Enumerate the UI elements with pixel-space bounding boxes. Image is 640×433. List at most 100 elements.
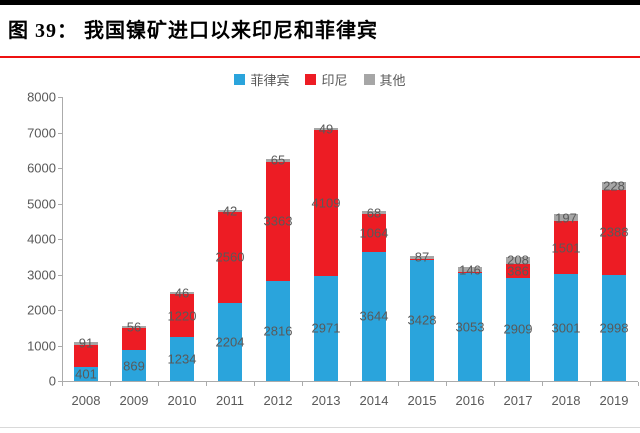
x-axis-label: 2012 [263, 393, 293, 408]
bar-segment-菲律宾-2017 [506, 277, 530, 381]
x-axis-label: 2010 [167, 393, 197, 408]
bar-label-菲律宾-2016: 3053 [455, 319, 485, 335]
bar-segment-印尼-2013 [314, 129, 338, 276]
y-axis-tick [58, 132, 62, 134]
x-axis-tick [494, 382, 495, 386]
bar-label-菲律宾-2012: 2816 [263, 323, 293, 339]
bar-label-菲律宾-2018: 3001 [551, 320, 581, 336]
x-axis-tick [638, 382, 639, 386]
bar-segment-印尼-2008 [74, 345, 98, 367]
bar-label-其他-2008: 91 [78, 335, 94, 351]
bar-segment-印尼-2018 [554, 221, 578, 275]
x-axis-label: 2019 [599, 393, 629, 408]
bar-segment-其他-2008 [74, 341, 98, 346]
y-axis-label: 3000 [27, 267, 56, 282]
y-axis-tick [58, 274, 62, 276]
legend-label: 印尼 [321, 72, 348, 88]
bar-label-其他-2010: 46 [174, 285, 190, 301]
bar-segment-印尼-2017 [506, 264, 530, 278]
y-axis-label: 6000 [27, 160, 56, 176]
y-axis-tick [58, 310, 62, 311]
bar-segment-印尼-2015 [410, 258, 434, 260]
bar-segment-其他-2019 [602, 181, 626, 190]
bar-label-菲律宾-2011: 2204 [215, 334, 245, 350]
bar-segment-菲律宾-2016 [458, 272, 482, 381]
bar-segment-菲律宾-2011 [218, 302, 242, 381]
x-axis-label: 2018 [551, 393, 581, 408]
y-axis-label: 0 [48, 373, 56, 389]
x-axis-tick [158, 382, 159, 386]
bar-segment-菲律宾-2012 [266, 281, 290, 381]
bar-segment-其他-2018 [554, 214, 578, 222]
bar-label-其他-2019: 228 [603, 178, 625, 194]
x-axis-tick [206, 382, 207, 386]
x-axis-label: 2008 [71, 393, 101, 408]
bar-label-其他-2011: 42 [222, 203, 238, 219]
legend-item-菲律宾: 菲律宾 [234, 70, 289, 89]
bar-label-其他-2018: 197 [555, 210, 577, 226]
bar-segment-其他-2011 [218, 210, 242, 212]
bar-label-菲律宾-2014: 3644 [359, 308, 389, 324]
legend-swatch-icon [363, 73, 375, 85]
y-axis-label: 5000 [27, 196, 56, 211]
bar-label-印尼-2017: 386 [507, 263, 529, 279]
y-axis-tick [58, 239, 62, 240]
chart-legend: 菲律宾 印尼 其他 [0, 70, 640, 88]
x-axis-label: 2016 [455, 393, 485, 408]
legend-swatch-icon [305, 73, 317, 85]
bar-label-印尼-2010: 1220 [167, 308, 197, 324]
bar-label-菲律宾-2017: 2909 [503, 321, 533, 337]
x-axis-label: 2011 [216, 393, 244, 408]
bar-label-其他-2015: 87 [414, 249, 430, 265]
y-axis-tick [58, 345, 62, 347]
legend-label: 菲律宾 [250, 72, 290, 88]
bar-segment-菲律宾-2013 [314, 275, 338, 381]
bar-segment-菲律宾-2014 [362, 251, 386, 381]
x-axis-tick [398, 382, 399, 386]
bar-segment-菲律宾-2010 [170, 337, 194, 381]
x-axis-tick [590, 382, 591, 386]
bar-segment-其他-2012 [266, 159, 290, 162]
bar-segment-其他-2009 [122, 326, 146, 329]
bar-label-其他-2009: 56 [126, 319, 142, 335]
legend-item-印尼: 印尼 [305, 70, 348, 89]
y-axis-tick [58, 168, 62, 169]
legend-swatch-icon [234, 73, 246, 85]
top-border-rule [0, 0, 640, 5]
bar-segment-菲律宾-2015 [410, 259, 434, 381]
y-axis-tick [58, 381, 62, 382]
bar-label-其他-2012: 65 [270, 152, 286, 168]
bar-segment-印尼-2012 [266, 161, 290, 282]
y-axis-tick [58, 203, 62, 205]
bar-segment-菲律宾-2009 [122, 350, 146, 381]
bar-label-印尼-2012: 3363 [263, 213, 293, 229]
bar-label-其他-2013: 49 [318, 121, 334, 137]
y-axis-label: 8000 [27, 89, 56, 105]
x-axis-tick [110, 382, 111, 386]
x-axis-label: 2009 [119, 393, 149, 408]
bar-segment-印尼-2009 [122, 328, 146, 351]
bar-segment-其他-2014 [362, 211, 386, 214]
bar-segment-其他-2013 [314, 127, 338, 130]
bar-segment-印尼-2011 [218, 211, 242, 303]
bar-segment-菲律宾-2019 [602, 274, 626, 381]
figure-title: 图 39： 我国镍矿进口以来印尼和菲律宾 [8, 20, 378, 42]
bar-label-其他-2017: 208 [507, 252, 529, 268]
bar-label-菲律宾-2008: 401 [75, 366, 97, 382]
bar-segment-其他-2017 [506, 256, 530, 265]
bar-segment-印尼-2016 [458, 272, 482, 274]
bottom-border-rule [0, 427, 640, 428]
bar-label-印尼-2011: 2560 [215, 249, 245, 265]
bar-label-菲律宾-2009: 869 [123, 358, 145, 374]
bar-segment-菲律宾-2008 [74, 366, 98, 381]
x-axis-tick [350, 382, 351, 386]
bar-label-印尼-2013: 4109 [311, 195, 341, 211]
bar-label-其他-2014: 68 [366, 205, 382, 221]
y-axis-line [62, 97, 63, 381]
y-axis-tick [58, 97, 62, 98]
x-axis-tick [254, 382, 255, 386]
y-axis-label: 7000 [27, 125, 56, 140]
bar-label-菲律宾-2010: 1234 [167, 351, 197, 367]
legend-item-其他: 其他 [363, 70, 406, 89]
